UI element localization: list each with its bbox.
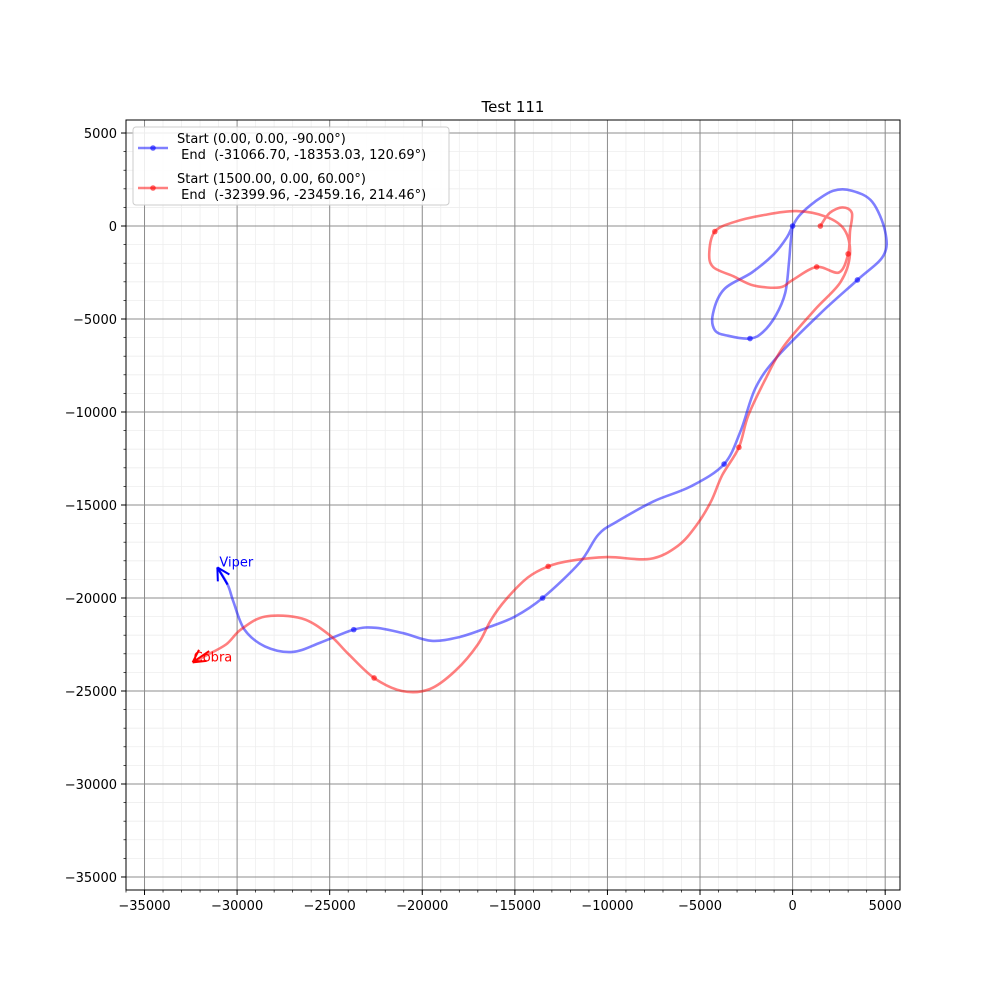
legend-label: End (-32399.96, -23459.16, 214.46°) bbox=[177, 188, 426, 203]
series-point bbox=[854, 277, 861, 283]
x-tick-label: 0 bbox=[788, 899, 796, 914]
y-tick-label: −5000 bbox=[73, 313, 117, 328]
y-tick-label: 5000 bbox=[84, 127, 117, 142]
y-tick-label: −10000 bbox=[65, 406, 117, 421]
series-point bbox=[721, 461, 727, 467]
y-tick-label: 0 bbox=[109, 220, 117, 235]
series-annotation: Viper bbox=[219, 555, 253, 570]
legend: Start (0.00, 0.00, -90.00°) End (-31066.… bbox=[132, 126, 450, 206]
x-tick-label: −10000 bbox=[581, 899, 633, 914]
legend-label: End (-31066.70, -18353.03, 120.69°) bbox=[177, 148, 426, 163]
series-cobra: Cobra bbox=[191, 206, 854, 694]
x-tick-label: −20000 bbox=[396, 899, 448, 914]
series-point bbox=[747, 335, 753, 342]
x-tick-label: 5000 bbox=[869, 899, 902, 914]
series-point bbox=[539, 595, 546, 601]
legend-label: Start (1500.00, 0.00, 60.00°) bbox=[177, 172, 366, 187]
y-tick-label: −15000 bbox=[65, 499, 117, 514]
x-tick-label: −5000 bbox=[678, 899, 722, 914]
heading-arrowhead bbox=[216, 566, 230, 576]
x-tick-label: −35000 bbox=[118, 899, 170, 914]
y-tick-label: −35000 bbox=[65, 871, 117, 886]
legend-marker bbox=[150, 145, 156, 151]
series-point bbox=[813, 264, 820, 270]
series-point bbox=[845, 251, 851, 257]
series-viper: Viper bbox=[216, 187, 888, 654]
heading-arrow bbox=[216, 566, 229, 586]
x-tick-label: −15000 bbox=[489, 899, 541, 914]
series-line bbox=[216, 187, 888, 654]
legend-box bbox=[132, 126, 450, 206]
y-tick-label: −25000 bbox=[65, 685, 117, 700]
y-tick-label: −30000 bbox=[65, 778, 117, 793]
series-point bbox=[350, 626, 357, 633]
legend-marker bbox=[150, 185, 156, 191]
series-point bbox=[545, 563, 551, 570]
legend-label: Start (0.00, 0.00, -90.00°) bbox=[177, 132, 346, 147]
x-tick-label: −25000 bbox=[304, 899, 356, 914]
series-point bbox=[712, 228, 718, 235]
heading-arrow bbox=[192, 650, 210, 664]
axis-ticks: −35000 −30000 −25000 −20000 −15000 −10000 −500… bbox=[65, 127, 902, 914]
series-line bbox=[192, 206, 854, 694]
series-annotation: Cobra bbox=[194, 650, 233, 665]
series-point bbox=[736, 444, 742, 451]
heading-arrowhead bbox=[192, 659, 207, 664]
series-point bbox=[817, 223, 824, 229]
heading-arrowhead bbox=[191, 649, 200, 663]
y-tick-label: −20000 bbox=[65, 592, 117, 607]
chart-title: Test 111 bbox=[481, 98, 545, 116]
x-tick-label: −30000 bbox=[211, 899, 263, 914]
series-layer: Viper Cobra bbox=[191, 187, 888, 694]
series-point bbox=[371, 675, 377, 681]
series-point bbox=[789, 223, 796, 229]
